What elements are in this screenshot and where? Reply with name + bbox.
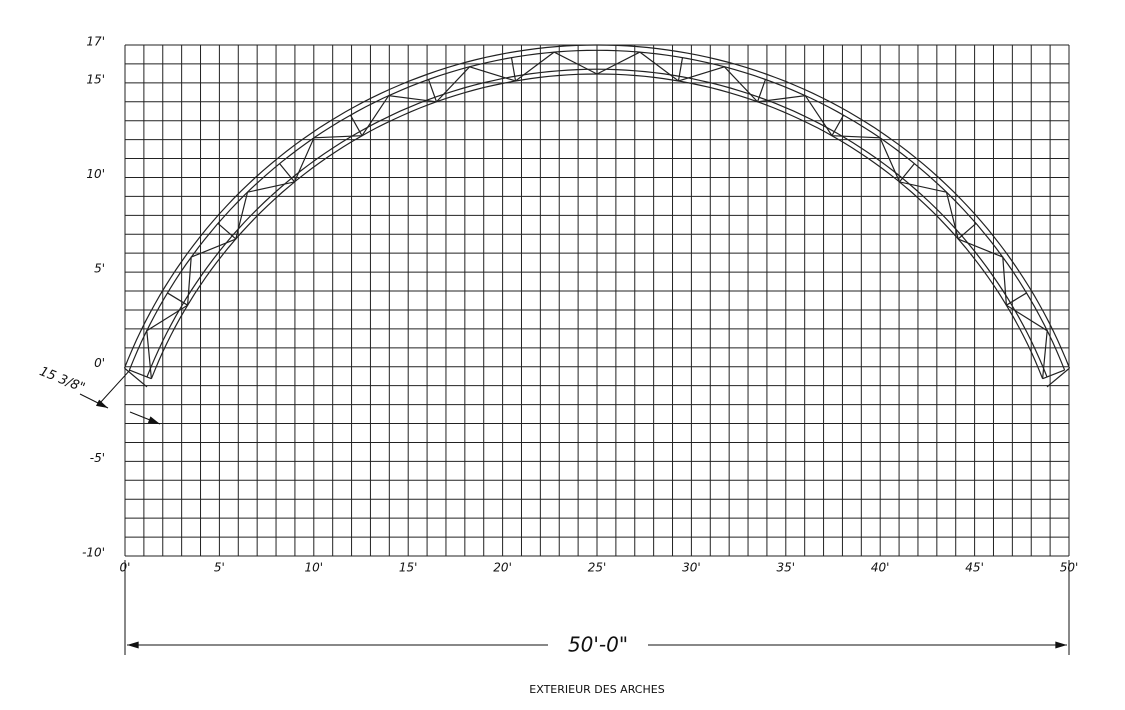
truss-post [831,114,845,137]
x-tick-label: 40' [871,561,890,575]
span-label: 50'-0" [568,633,628,657]
thickness-label: 15 3/8" [37,364,87,396]
y-tick-label: -10' [82,546,105,560]
y-tick-label: 0' [94,356,105,370]
arch [123,44,1071,388]
x-tick-label: 10' [305,561,324,575]
truss-post [129,369,152,380]
caption: EXTERIEUR DES ARCHES [529,683,664,696]
dimension-line [129,411,161,425]
dimension-line [79,393,109,409]
x-tick-label: 30' [682,561,701,575]
truss-post [279,163,295,183]
truss-post [756,79,767,102]
arch-end [1046,367,1070,388]
arch-chord [123,44,1071,369]
truss-post [217,222,237,240]
y-tick-label: 5' [94,262,105,276]
y-tick-label: 10' [86,167,105,181]
truss-post [1042,369,1065,380]
extension-line [99,369,131,404]
truss-post [349,114,363,137]
truss-web [146,51,1048,379]
truss-post [167,292,188,306]
truss-post [899,163,915,183]
y-tick-label: -5' [90,451,105,465]
x-tick-label: 45' [965,561,984,575]
truss-post [957,222,977,240]
truss-post [1006,292,1027,306]
x-tick-label: 35' [777,561,796,575]
truss-post [677,57,684,82]
y-tick-label: 15' [86,72,105,86]
x-tick-label: 25' [588,561,607,575]
x-tick-label: 5' [214,561,225,575]
x-tick-label: 20' [493,561,512,575]
labels: 0' 5' 10' 15' 20' 25' 30' 35' 40' 45' 50'17'15'10'… [82,35,1078,575]
x-tick-label: 15' [399,561,418,575]
truss-post [510,57,517,82]
grid [124,44,1070,557]
y-tick-label: 17' [86,35,105,49]
truss-post [427,79,438,102]
